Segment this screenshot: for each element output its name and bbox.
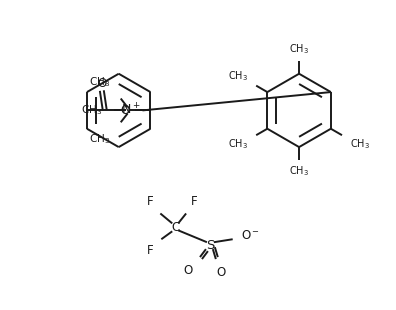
Text: O: O	[216, 266, 225, 279]
Text: O: O	[120, 104, 129, 117]
Text: F: F	[147, 195, 154, 208]
Text: $\mathregular{CH_3}$: $\mathregular{CH_3}$	[228, 70, 248, 83]
Text: S: S	[206, 239, 214, 252]
Text: CH$_3$: CH$_3$	[81, 104, 102, 117]
Text: C: C	[171, 221, 179, 234]
Text: O: O	[183, 264, 193, 277]
Text: $\mathregular{CH_3}$: $\mathregular{CH_3}$	[350, 137, 370, 151]
Text: CH$_3$: CH$_3$	[89, 132, 110, 146]
Text: CH$_3$: CH$_3$	[89, 75, 110, 89]
Text: $\mathregular{CH_3}$: $\mathregular{CH_3}$	[289, 42, 309, 56]
Text: O: O	[97, 77, 107, 90]
Text: $\mathregular{CH_3}$: $\mathregular{CH_3}$	[228, 137, 248, 151]
Text: F: F	[147, 244, 154, 257]
Text: O$^-$: O$^-$	[241, 229, 260, 242]
Text: $\mathregular{CH_3}$: $\mathregular{CH_3}$	[289, 164, 309, 178]
Text: N$^+$: N$^+$	[121, 103, 141, 118]
Text: F: F	[191, 195, 197, 208]
